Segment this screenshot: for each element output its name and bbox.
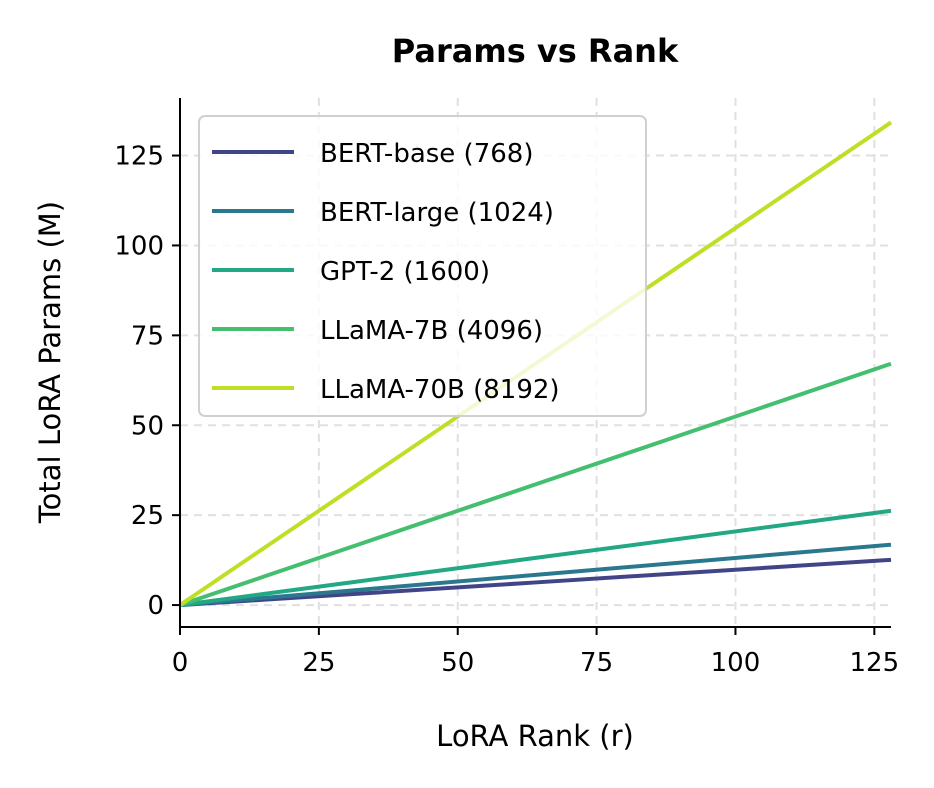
y-tick-label: 125 — [114, 142, 164, 172]
y-tick-label: 25 — [131, 501, 164, 531]
x-tick-label: 100 — [711, 648, 761, 678]
series-line — [179, 508, 892, 608]
y-tick-label: 75 — [131, 321, 164, 351]
series-line — [179, 361, 892, 607]
legend: BERT-base (768) BERT-large (1024) GPT-2 (1… — [198, 115, 647, 417]
x-tick-label: 25 — [302, 648, 335, 678]
x-tick-label: 75 — [580, 648, 613, 678]
legend-label: BERT-large (1024) — [320, 198, 554, 228]
x-axis-label: LoRA Rank (r) — [436, 719, 634, 753]
series-line — [179, 557, 892, 608]
y-tick-label: 100 — [114, 231, 164, 261]
x-tick-label: 125 — [850, 648, 900, 678]
legend-label: BERT-base (768) — [320, 139, 533, 169]
legend-label: LLaMA-70B (8192) — [320, 375, 560, 405]
legend-label: LLaMA-7B (4096) — [320, 316, 543, 346]
axes — [179, 98, 891, 628]
x-tick-label: 0 — [172, 648, 189, 678]
series-line — [179, 542, 892, 608]
y-tick-label: 50 — [131, 411, 164, 441]
ticks: 0 25 50 75 100 125 0 25 50 75 100 125 — [114, 142, 899, 678]
y-axis-label: Total LoRA Params (M) — [33, 201, 67, 524]
y-tick-label: 0 — [147, 591, 164, 621]
legend-label: GPT-2 (1600) — [320, 257, 490, 287]
chart-title: Params vs Rank — [392, 32, 679, 70]
x-tick-label: 50 — [441, 648, 474, 678]
legend-frame — [198, 115, 647, 417]
